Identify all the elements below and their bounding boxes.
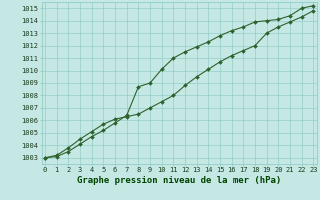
X-axis label: Graphe pression niveau de la mer (hPa): Graphe pression niveau de la mer (hPa) (77, 176, 281, 185)
